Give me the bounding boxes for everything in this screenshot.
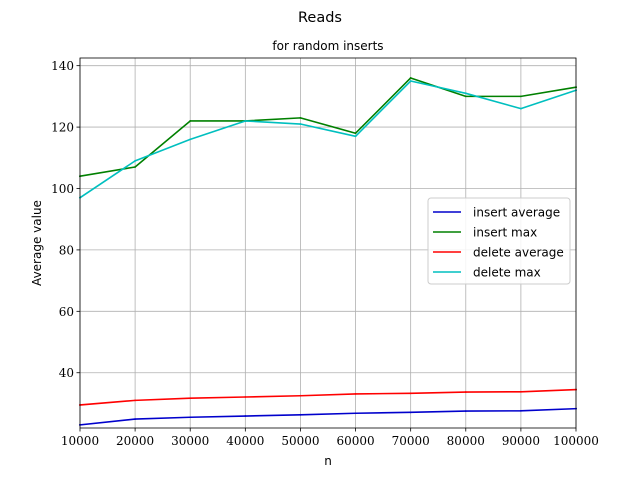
data-point-delete-max bbox=[464, 92, 467, 95]
y-axis-label: Average value bbox=[30, 200, 44, 286]
series-lines bbox=[78, 77, 578, 426]
data-point-delete-max bbox=[299, 123, 302, 125]
series-line-insert-average bbox=[79, 407, 577, 426]
data-point-insert-average bbox=[189, 416, 192, 419]
data-point-insert-max bbox=[519, 95, 522, 98]
y-tick-label: 40 bbox=[59, 366, 74, 380]
y-tick-label: 60 bbox=[59, 305, 74, 319]
data-point-insert-average bbox=[519, 409, 522, 412]
data-point-insert-average bbox=[409, 411, 412, 414]
data-point-insert-max bbox=[464, 95, 467, 98]
data-point-delete-max bbox=[189, 138, 192, 141]
series-line-insert-max bbox=[79, 77, 577, 178]
plot-frame bbox=[79, 57, 577, 429]
x-tick-label: 60000 bbox=[336, 434, 374, 448]
data-point-insert-average bbox=[134, 418, 137, 420]
x-tick-label: 30000 bbox=[171, 434, 209, 448]
data-point-delete-average bbox=[244, 396, 247, 398]
data-point-delete-average bbox=[409, 392, 412, 395]
data-point-delete-average bbox=[519, 390, 522, 393]
x-axis-label: n bbox=[324, 454, 332, 468]
legend-label-delete-max: delete max bbox=[473, 266, 541, 280]
ticks: 10000 20000 30000 40000 50000 60000 70000 80000… bbox=[51, 59, 599, 448]
x-tick-label: 10000 bbox=[61, 434, 99, 448]
x-tick-label: 80000 bbox=[447, 434, 485, 448]
data-point-insert-max bbox=[189, 120, 192, 122]
data-point-delete-average bbox=[299, 394, 302, 397]
figure-suptitle: Reads bbox=[298, 10, 342, 26]
data-point-insert-max bbox=[299, 116, 302, 119]
x-tick-label: 70000 bbox=[392, 434, 430, 448]
data-point-delete-average bbox=[134, 399, 137, 402]
legend-label-insert-max: insert max bbox=[473, 226, 537, 240]
data-point-delete-average bbox=[354, 393, 357, 395]
x-tick-label: 50000 bbox=[281, 434, 319, 448]
legend-label-insert-average: insert average bbox=[473, 206, 560, 220]
legend: insert average insert max delete average de… bbox=[427, 197, 571, 285]
data-point-insert-max bbox=[354, 132, 357, 135]
data-point-delete-max bbox=[354, 135, 357, 138]
y-tick-label: 80 bbox=[59, 243, 74, 257]
x-tick-label: 90000 bbox=[502, 434, 540, 448]
x-tick-label: 100000 bbox=[553, 434, 599, 448]
data-point-delete-average bbox=[189, 397, 192, 400]
legend-box bbox=[427, 197, 571, 285]
data-point-insert-max bbox=[134, 166, 137, 168]
data-point-delete-max bbox=[409, 80, 412, 82]
data-point-delete-max bbox=[134, 159, 137, 162]
x-tick-label: 20000 bbox=[116, 434, 154, 448]
series-line-delete-max bbox=[78, 80, 578, 199]
data-point-insert-average bbox=[464, 410, 467, 413]
data-point-delete-max bbox=[244, 120, 247, 122]
data-point-insert-average bbox=[354, 412, 357, 415]
y-tick-label: 100 bbox=[51, 182, 74, 196]
data-point-insert-average bbox=[244, 415, 247, 417]
series-line-delete-average bbox=[79, 388, 577, 406]
y-tick-label: 120 bbox=[51, 121, 74, 135]
data-point-insert-max bbox=[409, 77, 412, 79]
legend-label-delete-average: delete average bbox=[473, 246, 564, 260]
x-tick-label: 40000 bbox=[226, 434, 264, 448]
chart-title: for random inserts bbox=[272, 39, 383, 53]
data-point-insert-average bbox=[299, 413, 302, 416]
data-point-delete-max bbox=[519, 107, 522, 110]
y-tick-label: 140 bbox=[51, 59, 74, 73]
data-point-delete-average bbox=[464, 391, 467, 393]
